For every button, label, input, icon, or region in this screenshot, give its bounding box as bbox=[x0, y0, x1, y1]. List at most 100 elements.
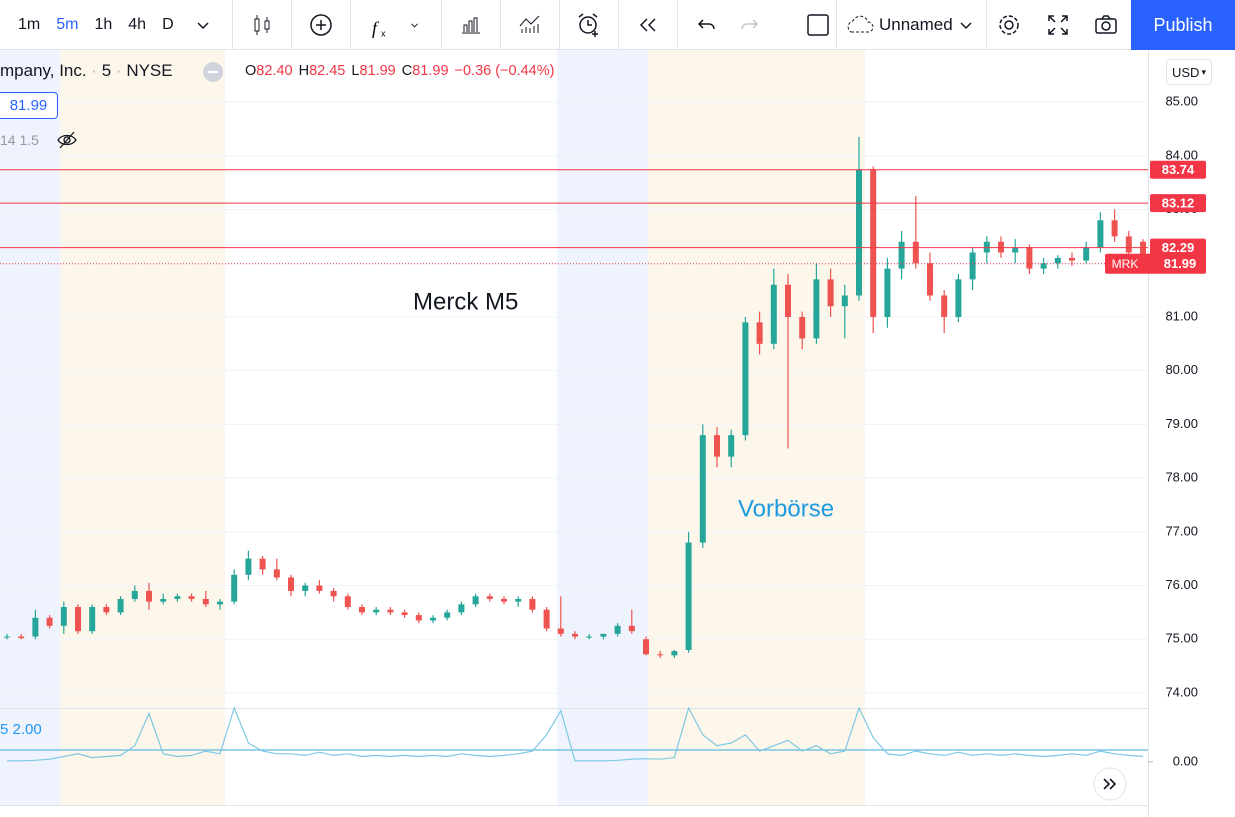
candle-body bbox=[401, 612, 408, 616]
candle-body bbox=[1026, 247, 1033, 269]
candle-body bbox=[955, 279, 962, 317]
redo-icon[interactable] bbox=[736, 12, 762, 38]
ohlc-change: −0.36 (−0.44%) bbox=[454, 63, 555, 79]
candle-body bbox=[785, 284, 791, 317]
ohlc-legend: O82.40 H82.45 L81.99 C81.99 −0.36 (−0.44%) bbox=[245, 63, 554, 79]
ohlc-value: 81.99 bbox=[359, 63, 396, 79]
price-line-label: 82.29 bbox=[1162, 240, 1195, 255]
ohlc-key: O bbox=[245, 63, 257, 79]
candle-body bbox=[927, 263, 933, 296]
candle-body bbox=[657, 654, 664, 656]
candle-body bbox=[231, 574, 238, 602]
settings-icon[interactable] bbox=[996, 12, 1022, 38]
candle-body bbox=[671, 651, 678, 656]
interval-button[interactable]: 4h bbox=[128, 15, 147, 33]
replay-icon[interactable] bbox=[635, 12, 661, 38]
svg-text:f: f bbox=[372, 18, 380, 38]
candle-body bbox=[799, 316, 806, 339]
candle-body bbox=[1083, 247, 1090, 261]
candle-body bbox=[131, 590, 138, 599]
candle-body bbox=[288, 577, 294, 591]
candle-body bbox=[728, 435, 735, 457]
candle-body bbox=[373, 609, 380, 613]
candle-body bbox=[146, 590, 152, 602]
symbol-interval: 5 bbox=[101, 61, 112, 80]
replay-bars-icon[interactable] bbox=[517, 12, 543, 38]
candle-body bbox=[415, 615, 422, 621]
svg-text:x: x bbox=[381, 28, 386, 38]
candle-body bbox=[941, 295, 948, 317]
collapse-icon[interactable] bbox=[202, 61, 224, 83]
candle-body bbox=[1111, 220, 1118, 237]
ohlc-value: 82.45 bbox=[309, 63, 346, 79]
candle-body bbox=[330, 590, 337, 597]
last-price-label: 81.99 bbox=[1164, 256, 1197, 271]
candle-body bbox=[600, 633, 607, 637]
candle-body bbox=[103, 607, 110, 613]
interval-button[interactable]: 1m bbox=[18, 15, 41, 33]
y-tick-label: 84.00 bbox=[1165, 147, 1198, 162]
y-tick-label: 80.00 bbox=[1165, 362, 1198, 377]
candle-body bbox=[841, 295, 848, 307]
candle-body bbox=[586, 636, 593, 638]
snapshot-icon[interactable] bbox=[1093, 12, 1119, 38]
layout-name-text: Unnamed bbox=[879, 15, 953, 34]
candle-body bbox=[359, 607, 365, 613]
candle-body bbox=[259, 558, 266, 570]
ohlc-key: L bbox=[351, 63, 360, 79]
candle-body bbox=[1097, 220, 1104, 248]
compare-icon[interactable] bbox=[308, 12, 334, 38]
dropdown-icon[interactable] bbox=[409, 12, 425, 38]
candle-body bbox=[515, 598, 522, 602]
publish-label: Publish bbox=[1153, 14, 1213, 35]
price-line-label-bg bbox=[1150, 160, 1206, 179]
interval-button[interactable]: D bbox=[162, 15, 174, 33]
dropdown-icon[interactable] bbox=[190, 12, 216, 38]
candle-body bbox=[75, 607, 81, 632]
candle-body bbox=[32, 617, 39, 637]
fullscreen-select-icon[interactable] bbox=[805, 12, 831, 38]
y-tick-label: 81.00 bbox=[1165, 308, 1198, 323]
ohlc-value: 82.40 bbox=[256, 63, 293, 79]
y-tick-label: 0.00 bbox=[1173, 753, 1198, 768]
templates-icon[interactable] bbox=[458, 12, 484, 38]
candle-body bbox=[756, 322, 763, 344]
candle-body bbox=[273, 569, 280, 578]
symbol-legend: mpany, Inc. · 5 · NYSE bbox=[0, 61, 173, 80]
currency-button[interactable]: USD ▾ bbox=[1166, 59, 1212, 85]
symbol-name: mpany, Inc. bbox=[0, 61, 87, 80]
candle-body bbox=[486, 596, 493, 599]
price-box-text: 81.99 bbox=[9, 97, 48, 114]
layout-name[interactable]: Unnamed bbox=[843, 14, 977, 36]
price-line-label-bg bbox=[1150, 238, 1206, 257]
undo-icon[interactable] bbox=[694, 12, 720, 38]
candle-body bbox=[1125, 236, 1132, 253]
candle-body bbox=[501, 598, 507, 602]
alert-icon[interactable] bbox=[576, 12, 602, 38]
candle-body bbox=[1012, 247, 1019, 253]
candle-body bbox=[1140, 241, 1146, 264]
candle-body bbox=[4, 636, 10, 638]
ohlc-key: C bbox=[401, 63, 413, 79]
interval-button[interactable]: 5m bbox=[56, 15, 79, 33]
candle-body bbox=[472, 596, 479, 605]
candle-body bbox=[614, 625, 621, 634]
symbol-exchange: NYSE bbox=[126, 61, 173, 80]
fullscreen-icon[interactable] bbox=[1045, 12, 1071, 38]
price-box: 81.99 bbox=[0, 92, 58, 119]
y-tick-label: 76.00 bbox=[1165, 577, 1198, 592]
interval-button[interactable]: 1h bbox=[94, 15, 113, 33]
candle-body bbox=[529, 598, 536, 610]
candle-body bbox=[302, 585, 309, 591]
y-tick-label: 85.00 bbox=[1165, 94, 1198, 109]
candle-body bbox=[160, 598, 167, 602]
y-tick-label: 74.00 bbox=[1165, 684, 1198, 699]
chart-type-icon[interactable] bbox=[249, 12, 275, 38]
publish-button[interactable]: Publish bbox=[1131, 0, 1235, 50]
hide-icon[interactable] bbox=[56, 130, 78, 150]
candle-body bbox=[983, 241, 990, 253]
dropdown-icon bbox=[960, 22, 972, 30]
